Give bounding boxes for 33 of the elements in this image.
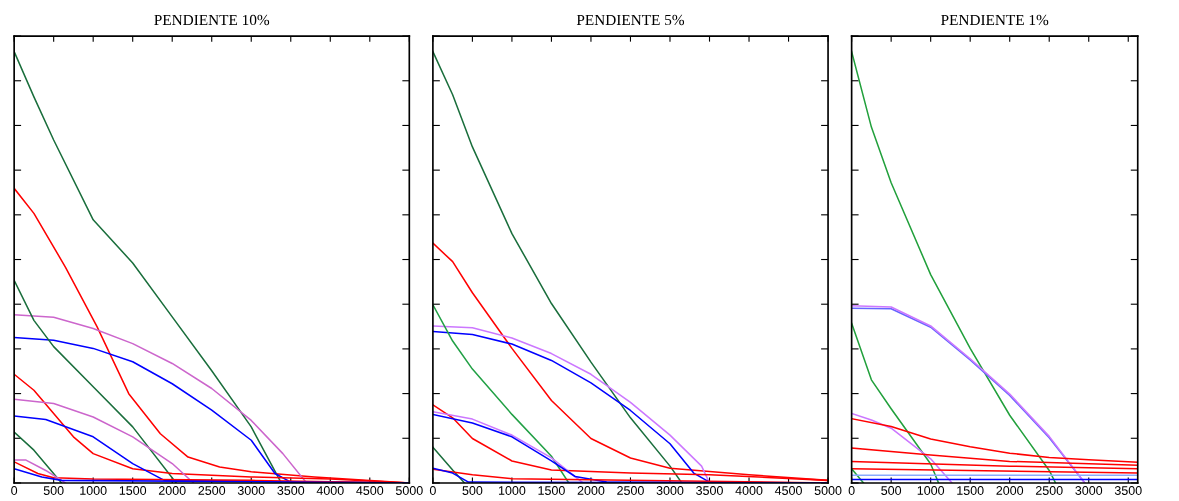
x-tick-label: 1000 <box>498 486 526 495</box>
x-tick-label: 2500 <box>1035 486 1063 495</box>
x-tick-label: 2500 <box>198 486 226 495</box>
x-tick-label: 3500 <box>696 486 723 495</box>
x-tick-label: 3500 <box>1114 486 1142 495</box>
x-tick-label: 3000 <box>1075 486 1103 495</box>
x-tick-label: 2000 <box>996 486 1024 495</box>
chart-title: PENDIENTE 10% <box>154 14 270 26</box>
x-tick-label: 4500 <box>774 486 802 495</box>
x-tick-label: 500 <box>881 486 902 495</box>
x-tick-label: 3000 <box>237 486 265 495</box>
x-tick-label: 0 <box>11 486 18 495</box>
x-tick-label: 1500 <box>957 486 984 495</box>
chart-title: PENDIENTE 1% <box>941 14 1049 26</box>
x-tick-label: 3500 <box>277 486 305 495</box>
x-tick-label: 4000 <box>735 486 763 495</box>
x-tick-label: 2500 <box>617 486 644 495</box>
x-tick-label: 2000 <box>577 486 605 495</box>
x-tick-label: 4000 <box>316 486 344 495</box>
x-tick-label: 1000 <box>80 486 107 495</box>
x-tick-label: 500 <box>462 486 483 495</box>
x-tick-label: 0 <box>429 486 436 495</box>
x-tick-label: 4500 <box>356 486 384 495</box>
x-tick-label: 1500 <box>538 486 565 495</box>
chart-title: PENDIENTE 5% <box>576 14 685 26</box>
x-tick-label: 2000 <box>158 486 186 495</box>
x-tick-label: 1500 <box>119 486 147 495</box>
x-tick-label: 500 <box>43 486 64 495</box>
x-tick-label: 3000 <box>656 486 684 495</box>
x-tick-label: 5000 <box>814 486 842 495</box>
x-tick-label: 5000 <box>395 486 423 495</box>
x-tick-label: 1000 <box>917 486 945 495</box>
x-tick-label: 0 <box>848 486 855 495</box>
